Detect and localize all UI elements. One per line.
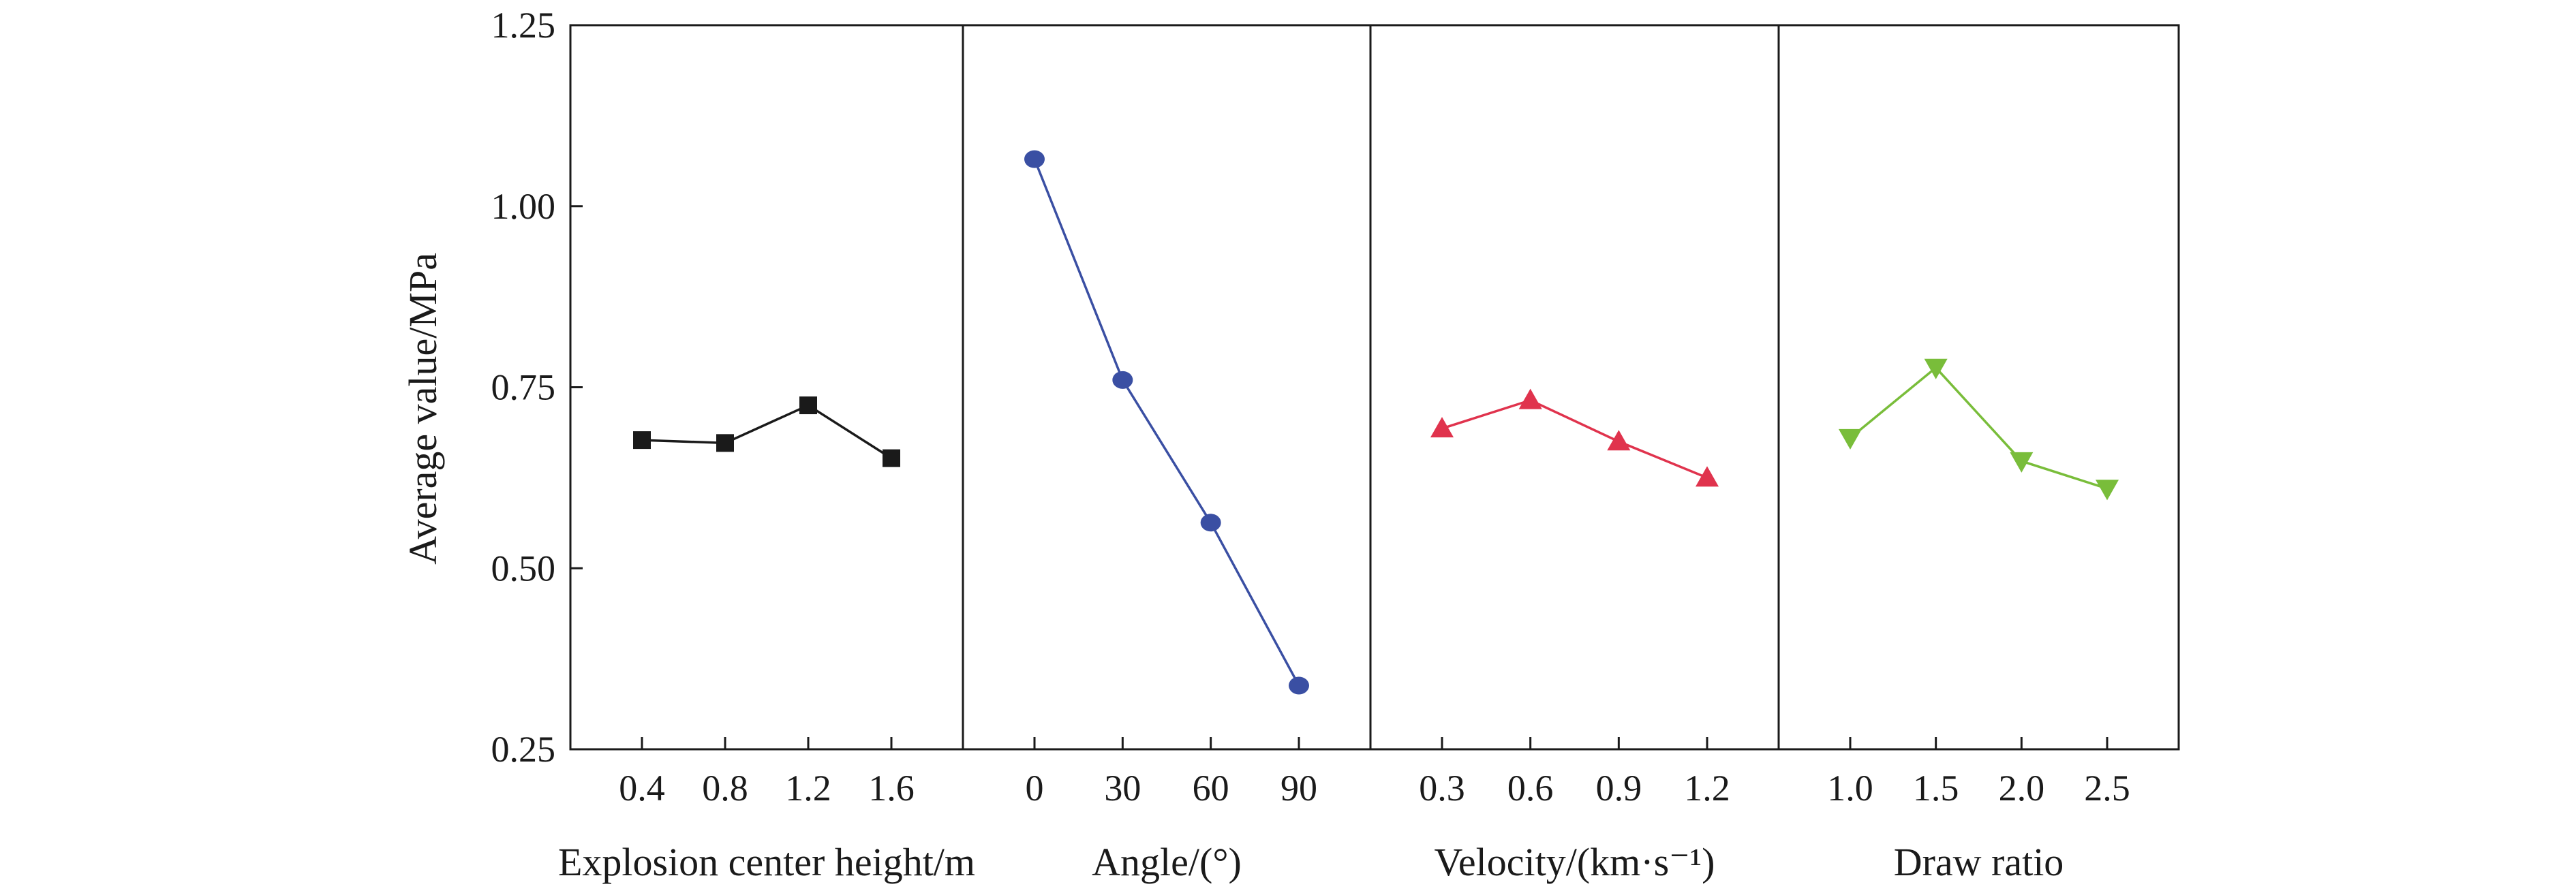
data-point	[1607, 430, 1631, 451]
data-point	[883, 449, 900, 467]
x-tick-label: 1.0	[1827, 768, 1873, 809]
x-axis-title: Angle/(°)	[1092, 840, 1242, 884]
axes-layer: 0.25 0.50 0.75 1.00 1.25	[491, 5, 2180, 770]
data-point	[1518, 388, 1542, 409]
y-tick-label: 1.00	[491, 186, 556, 227]
x-tick-label: 2.0	[1999, 768, 2045, 809]
panels-layer: 0.4 0.8 1.2 1.6 Explosion center height/m 0 30…	[558, 150, 2130, 884]
data-point	[2010, 452, 2034, 473]
panel-1: 0.4 0.8 1.2 1.6 Explosion center height/m	[558, 396, 975, 884]
data-point	[1200, 514, 1221, 532]
y-tick-label: 0.25	[491, 729, 556, 770]
x-tick-label: 30	[1104, 768, 1141, 809]
x-tick-label: 1.6	[868, 768, 915, 809]
x-tick-label: 1.2	[785, 768, 831, 809]
data-point	[1839, 428, 1862, 450]
data-point	[633, 431, 651, 450]
y-tick-label: 0.75	[491, 367, 556, 408]
data-point	[1696, 466, 1719, 487]
series-line	[1033, 159, 1300, 687]
x-tick-label: 0.4	[619, 768, 665, 809]
y-axis-title: Average value/MPa	[401, 253, 445, 565]
data-point	[1289, 676, 1309, 695]
x-tick-label: 0.8	[702, 768, 748, 809]
data-point	[716, 434, 734, 452]
series-line	[641, 404, 892, 460]
x-tick-label: 0.6	[1507, 768, 1554, 809]
y-tick-label: 0.50	[491, 548, 556, 589]
panel-4: 1.0 1.5 2.0 2.5 Draw ratio	[1827, 358, 2130, 884]
panel-3: 0.3 0.6 0.9 1.2 Velocity/(km·s⁻¹)	[1419, 388, 1730, 884]
x-tick-label: 0	[1026, 768, 1044, 809]
x-axis-title: Explosion center height/m	[558, 840, 975, 884]
data-point	[799, 396, 817, 415]
x-tick-label: 1.5	[1913, 768, 1959, 809]
data-point	[1112, 371, 1133, 389]
x-axis-title: Velocity/(km·s⁻¹)	[1434, 840, 1715, 884]
x-tick-label: 60	[1193, 768, 1229, 809]
y-tick-label: 1.25	[491, 5, 556, 46]
series-line	[1849, 366, 2108, 490]
x-axis-title: Draw ratio	[1894, 840, 2064, 884]
data-point	[1430, 417, 1454, 438]
plot-frame	[569, 24, 2180, 751]
series-line	[1441, 398, 1708, 479]
x-tick-label: 0.3	[1419, 768, 1465, 809]
x-tick-label: 0.9	[1596, 768, 1642, 809]
x-tick-label: 90	[1281, 768, 1317, 809]
x-tick-label: 1.2	[1684, 768, 1730, 809]
panel-2: 0 30 60 90 Angle/(°)	[1024, 150, 1317, 884]
data-point	[1024, 150, 1045, 168]
x-tick-label: 2.5	[2084, 768, 2130, 809]
data-point	[1924, 358, 1948, 379]
data-point	[2096, 480, 2119, 501]
